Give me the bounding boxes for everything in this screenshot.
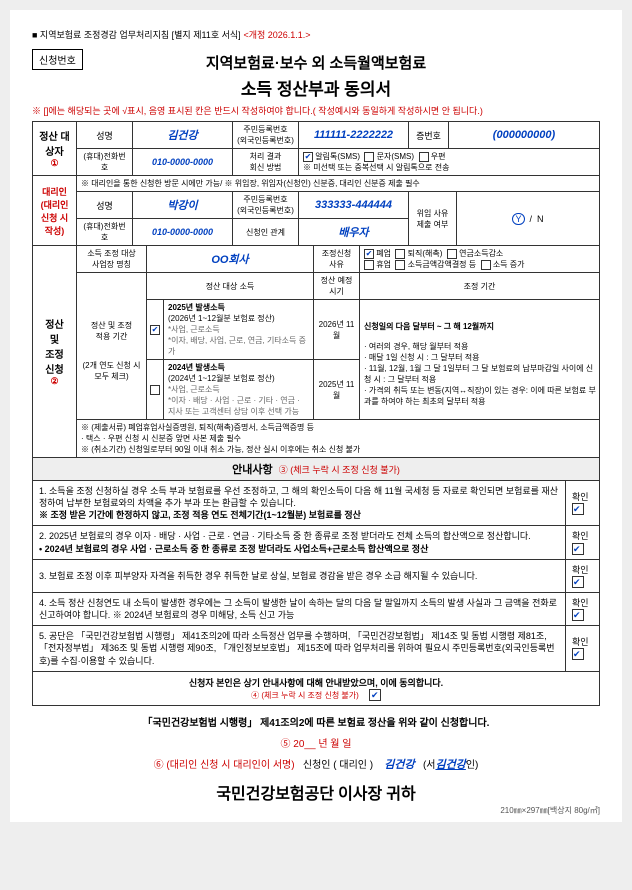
chk-post[interactable] bbox=[419, 152, 429, 162]
range-desc: 신청일의 다음 달부터 ~ 그 해 12월까지 · 여러의 경우, 해당 월부터… bbox=[360, 300, 600, 420]
title-block: 신청번호 지역보험료·보수 외 소득월액보험료 소득 정산부과 동의서 bbox=[32, 43, 600, 100]
y2-month: 2025년 11월 bbox=[314, 360, 360, 420]
confirm5[interactable]: 확인 bbox=[566, 626, 600, 671]
addressee: 국민건강보험공단 이사장 귀하 bbox=[32, 780, 600, 804]
chk-text[interactable] bbox=[364, 152, 374, 162]
cert-label: 증번호 bbox=[409, 122, 449, 149]
guide-table: 안내사항 ③ (체크 누락 시 조정 신청 불가) 1. 소득을 조정 신청하실… bbox=[32, 457, 600, 706]
form-code: ■ 지역보험료 조정경감 업무처리지침 [별지 제11호 서식] bbox=[32, 30, 241, 40]
header-row: ■ 지역보험료 조정경감 업무처리지침 [별지 제11호 서식] <개정 202… bbox=[32, 28, 600, 41]
acknowledge: 신청자 본인은 상기 안내사항에 대해 안내받았으며, 이에 동의합니다. ④ … bbox=[33, 671, 600, 705]
chk-sms[interactable] bbox=[303, 152, 313, 162]
chk-y1[interactable] bbox=[147, 300, 164, 360]
settlement-table: 정산 및 조정 신청② 소득 조정 대상 사업장 명칭 OO회사 조정신청 사유… bbox=[32, 245, 600, 458]
confirm4[interactable]: 확인 bbox=[566, 592, 600, 625]
sub-hdr1: 정산 대상 소득 bbox=[147, 273, 314, 300]
biz-value[interactable]: OO회사 bbox=[147, 246, 314, 273]
rrn-value[interactable]: 111111-2222222 bbox=[299, 122, 409, 149]
ack-check[interactable] bbox=[369, 689, 381, 701]
relation-value[interactable]: 배우자 bbox=[299, 219, 409, 246]
delegation-value[interactable]: Y / N bbox=[457, 192, 600, 246]
section3-label: 정산 및 조정 신청② bbox=[33, 246, 77, 458]
paper-size: 210㎜×297㎜[백상지 80g/㎡] bbox=[500, 805, 600, 816]
name-label: 성명 bbox=[77, 122, 133, 149]
phone-label: (휴대)전화번호 bbox=[77, 149, 133, 176]
rrn-label: 주민등록번호(외국인등록번호) bbox=[233, 122, 299, 149]
title-line1: 지역보험료·보수 외 소득월액보험료 bbox=[32, 52, 600, 73]
y2-desc: 2024년 발생소득 (2024년 1~12월분 보험료 정산) *사업, 근로… bbox=[164, 360, 314, 420]
instruction-note: ※ []에는 해당되는 곳에 √표시, 음영 표시된 칸은 반드시 작성하여야 … bbox=[32, 104, 600, 117]
adj-reason-options[interactable]: 폐업 퇴직(해촉) 연금소득감소 휴업 소득금액감액결정 등 소득 증가 bbox=[360, 246, 600, 273]
guide2: 2. 2025년 보험료의 경우 이자 · 배당 · 사업 · 근로 · 연금 … bbox=[33, 526, 566, 559]
confirm2[interactable]: 확인 bbox=[566, 526, 600, 559]
agent-name-value[interactable]: 박강이 bbox=[133, 192, 233, 219]
revision-date: <개정 2026.1.1.> bbox=[243, 30, 310, 40]
biz-label: 소득 조정 대상 사업장 명칭 bbox=[77, 246, 147, 273]
guide1: 1. 소득을 조정 신청하실 경우 소득 부과 보험료를 우선 조정하고, 그 … bbox=[33, 481, 566, 526]
name-value[interactable]: 김건강 bbox=[133, 122, 233, 149]
guide4: 4. 소득 정산 신청연도 내 소득이 발생한 경우에는 그 소득이 발생한 날… bbox=[33, 592, 566, 625]
agent-name-label: 성명 bbox=[77, 192, 133, 219]
title-line2: 소득 정산부과 동의서 bbox=[32, 75, 600, 100]
agent-table: 대리인 (대리인 신청 시 작성) ※ 대리인을 통한 신청한 방문 시에만 가… bbox=[32, 175, 600, 246]
sub-hdr2: 정산 예정 시기 bbox=[314, 273, 360, 300]
notify-options[interactable]: 알림톡(SMS) 문자(SMS) 우편 ※ 미선택 또는 중복선택 시 알림톡으… bbox=[299, 149, 600, 176]
section1-label: 정산 대상자① bbox=[33, 122, 77, 176]
signature-line[interactable]: ⑥ (대리인 신청 시 대리인이 서명) 신청인 ( 대리인 ) 김건강 (서김… bbox=[32, 756, 600, 772]
chk-close[interactable] bbox=[364, 249, 374, 259]
guide-header: 안내사항 ③ (체크 누락 시 조정 신청 불가) bbox=[33, 458, 600, 481]
docs-note: ※ (제출서류) 폐업휴업사실증명원, 퇴직(해촉)증명서, 소득금액증명 등 … bbox=[77, 420, 600, 458]
guide5: 5. 공단은 「국민건강보험법 시행령」 제41조의2에 따라 소득정산 업무를… bbox=[33, 626, 566, 671]
cert-value[interactable]: (000000000) bbox=[449, 122, 600, 149]
period-label: 정산 및 조정 적용 기간 (2개 연도 신청 시 모두 체크) bbox=[77, 273, 147, 420]
agent-phone-value[interactable]: 010-0000-0000 bbox=[133, 219, 233, 246]
agent-note: ※ 대리인을 통한 신청한 방문 시에만 가능/ ※ 위임장, 위임자(신청인)… bbox=[77, 176, 600, 192]
adj-reason-label: 조정신청 사유 bbox=[314, 246, 360, 273]
application-no-label: 신청번호 bbox=[32, 49, 83, 70]
agent-rrn-value[interactable]: 333333-444444 bbox=[299, 192, 409, 219]
agent-phone-label: (휴대)전화번호 bbox=[77, 219, 133, 246]
guide3: 3. 보험료 조정 이후 피부양자 자격을 취득한 경우 취득한 날로 상실, … bbox=[33, 559, 566, 592]
declaration: 「국민건강보험법 시행령」 제41조의2에 따른 보험료 정산을 위와 같이 신… bbox=[32, 714, 600, 729]
confirm3[interactable]: 확인 bbox=[566, 559, 600, 592]
y1-month: 2026년 11월 bbox=[314, 300, 360, 360]
subject-table: 정산 대상자① 성명 김건강 주민등록번호(외국인등록번호) 111111-22… bbox=[32, 121, 600, 176]
phone-value[interactable]: 010-0000-0000 bbox=[133, 149, 233, 176]
agent-rrn-label: 주민등록번호(외국인등록번호) bbox=[233, 192, 299, 219]
delegation-label: 위임 사유 제출 여부 bbox=[409, 192, 457, 246]
result-label: 처리 결과 회신 방법 bbox=[233, 149, 299, 176]
relation-label: 신청인 관계 bbox=[233, 219, 299, 246]
chk-y2[interactable] bbox=[147, 360, 164, 420]
form-page: ■ 지역보험료 조정경감 업무처리지침 [별지 제11호 서식] <개정 202… bbox=[10, 10, 622, 822]
sub-hdr3: 조정 기간 bbox=[360, 273, 600, 300]
y1-desc: 2025년 발생소득 (2026년 1~12월분 보험료 정산) *사업, 근로… bbox=[164, 300, 314, 360]
date-line[interactable]: ⑤ 20__ 년 월 일 bbox=[32, 735, 600, 750]
confirm1[interactable]: 확인 bbox=[566, 481, 600, 526]
section2-label: 대리인 (대리인 신청 시 작성) bbox=[33, 176, 77, 246]
